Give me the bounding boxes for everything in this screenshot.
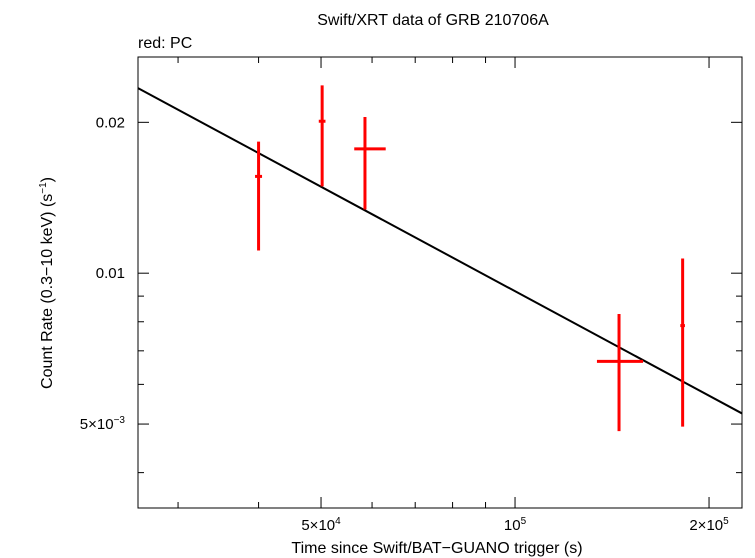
y-tick-label: 5×10−3 bbox=[80, 415, 126, 433]
plot-frame bbox=[137, 56, 743, 509]
x-axis-label: Time since Swift/BAT−GUANO trigger (s) bbox=[291, 540, 582, 557]
y-axis-label: Count Rate (0.3−10 keV) (s−1) bbox=[38, 177, 56, 389]
data-points bbox=[255, 85, 685, 432]
x-tick-label: 5×104 bbox=[301, 516, 341, 534]
y-tick-label: 0.02 bbox=[96, 114, 125, 131]
data-point bbox=[680, 258, 685, 427]
data-point bbox=[255, 141, 263, 251]
data-point bbox=[596, 314, 644, 432]
chart-subtitle: red: PC bbox=[138, 35, 192, 52]
y-tick-label: 0.01 bbox=[96, 265, 125, 282]
y-axis-label-sup: −1 bbox=[38, 182, 49, 194]
power-law-model-line bbox=[137, 87, 743, 415]
axis-ticks bbox=[138, 57, 742, 508]
data-point bbox=[318, 85, 326, 187]
y-axis-label-base: Count Rate (0.3−10 keV) (s bbox=[39, 194, 56, 389]
data-point bbox=[354, 116, 386, 210]
chart-title: Swift/XRT data of GRB 210706A bbox=[317, 12, 549, 29]
model-line bbox=[137, 87, 743, 415]
x-tick-label: 105 bbox=[504, 516, 527, 534]
axis-tick-labels: 5×104 105 2×105 5×10−3 0.01 0.02 bbox=[80, 114, 729, 534]
y-axis-label-close: ) bbox=[39, 177, 56, 182]
x-tick-label: 2×105 bbox=[689, 516, 729, 534]
